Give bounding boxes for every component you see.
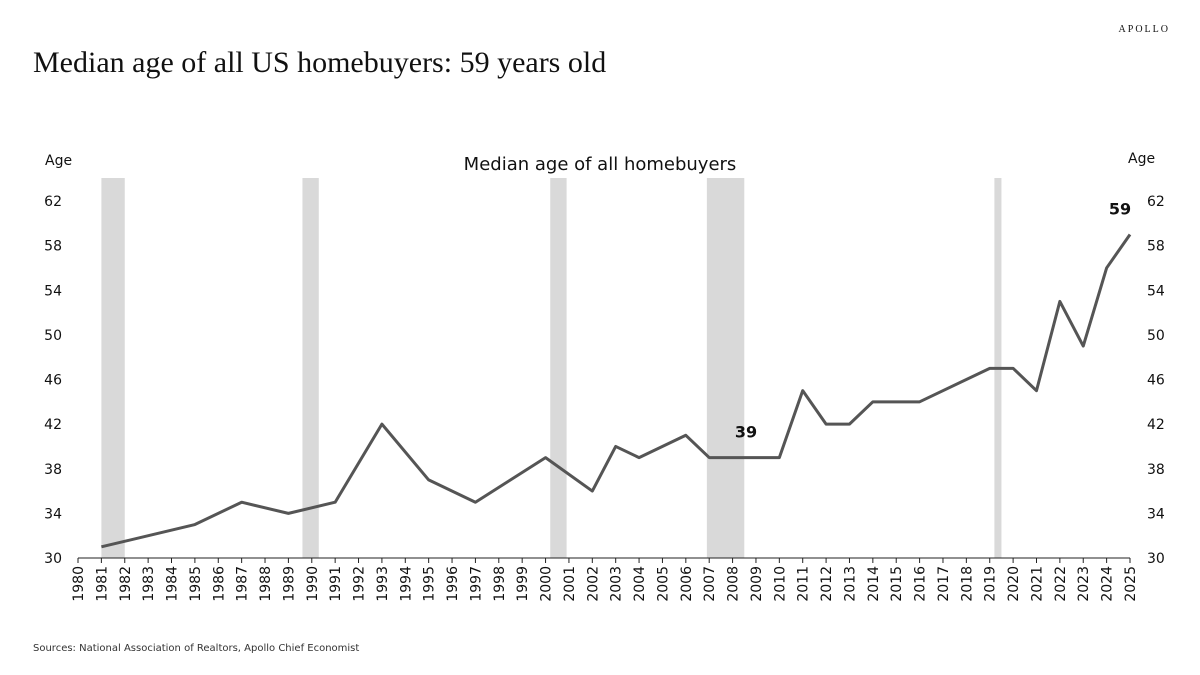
recession-band [302, 178, 319, 558]
x-tick-label: 1994 [398, 566, 414, 602]
y-tick-label: 30 [44, 551, 62, 567]
x-tick-label: 2023 [1076, 566, 1092, 602]
x-tick-label: 2004 [632, 566, 648, 602]
x-tick-label: 2016 [913, 566, 929, 602]
x-tick-label: 2000 [539, 566, 555, 602]
annotation: 59 [1109, 199, 1131, 218]
x-tick-label: 2001 [562, 566, 578, 602]
y2-tick-label: 38 [1147, 462, 1165, 478]
x-tick-label: 2002 [585, 566, 601, 602]
x-tick-label: 1991 [328, 566, 344, 602]
y2-tick-label: 34 [1147, 506, 1165, 522]
recession-band [101, 178, 125, 558]
y2-tick-label: 46 [1147, 373, 1165, 389]
y2-tick-label: 54 [1147, 283, 1165, 299]
x-tick-label: 1999 [515, 566, 531, 602]
x-tick-label: 2006 [679, 566, 695, 602]
y2-tick-label: 42 [1147, 417, 1165, 433]
x-tick-label: 1997 [468, 566, 484, 602]
x-tick-label: 2020 [1006, 566, 1022, 602]
x-tick-label: 1989 [281, 566, 297, 602]
y2-tick-label: 58 [1147, 239, 1165, 255]
x-tick-label: 2011 [796, 566, 812, 602]
x-tick-label: 1986 [211, 566, 227, 602]
y-tick-label: 46 [44, 373, 62, 389]
x-tick-label: 2007 [702, 566, 718, 602]
x-tick-label: 2013 [842, 566, 858, 602]
recession-band [550, 178, 567, 558]
x-tick-label: 1988 [258, 566, 274, 602]
annotation: 39 [735, 423, 757, 442]
data-line [101, 233, 1132, 549]
x-tick-label: 1985 [188, 566, 204, 602]
y-tick-label: 54 [44, 283, 62, 299]
x-tick-label: 2017 [936, 566, 952, 602]
x-tick-label: 2025 [1123, 566, 1139, 602]
x-tick-label: 2009 [749, 566, 765, 602]
x-tick-label: 2015 [889, 566, 905, 602]
y-tick-label: 62 [44, 194, 62, 210]
x-tick-label: 1998 [492, 566, 508, 602]
x-tick-label: 1987 [235, 566, 251, 602]
y-tick-label: 42 [44, 417, 62, 433]
x-tick-label: 2005 [655, 566, 671, 602]
x-tick-label: 1996 [445, 566, 461, 602]
brand: APOLLO [1119, 24, 1170, 35]
x-tick-label: 2024 [1100, 566, 1116, 602]
x-tick-label: 2012 [819, 566, 835, 602]
x-tick-label: 1990 [305, 566, 321, 602]
x-tick-label: 1984 [165, 566, 181, 602]
y2-tick-label: 30 [1147, 551, 1165, 567]
x-tick-label: 2010 [772, 566, 788, 602]
y-tick-label: 58 [44, 239, 62, 255]
x-tick-label: 2019 [983, 566, 999, 602]
x-tick-label: 2008 [726, 566, 742, 602]
y-tick-label: 50 [44, 328, 62, 344]
x-tick-label: 1981 [94, 566, 110, 602]
source: Sources: National Association of Realtor… [33, 643, 359, 654]
x-tick-label: 2022 [1053, 566, 1069, 602]
x-tick-label: 2021 [1029, 566, 1045, 602]
x-tick-label: 1993 [375, 566, 391, 602]
page-title: Median age of all US homebuyers: 59 year… [33, 46, 606, 79]
y2-axis-label: Age [1128, 151, 1155, 167]
x-tick-label: 1982 [118, 566, 134, 602]
x-tick-label: 1992 [352, 566, 368, 602]
x-tick-label: 2018 [959, 566, 975, 602]
y-tick-label: 34 [44, 506, 62, 522]
chart-title: Median age of all homebuyers [464, 154, 737, 175]
y-axis-label: Age [45, 153, 72, 169]
x-tick-label: 1995 [422, 566, 438, 602]
recession-band [706, 178, 745, 558]
x-tick-label: 1983 [141, 566, 157, 602]
y-tick-label: 38 [44, 462, 62, 478]
x-tick-label: 1980 [71, 566, 87, 602]
y2-tick-label: 62 [1147, 194, 1165, 210]
x-tick-label: 2003 [609, 566, 625, 602]
y2-tick-label: 50 [1147, 328, 1165, 344]
x-tick-label: 2014 [866, 566, 882, 602]
